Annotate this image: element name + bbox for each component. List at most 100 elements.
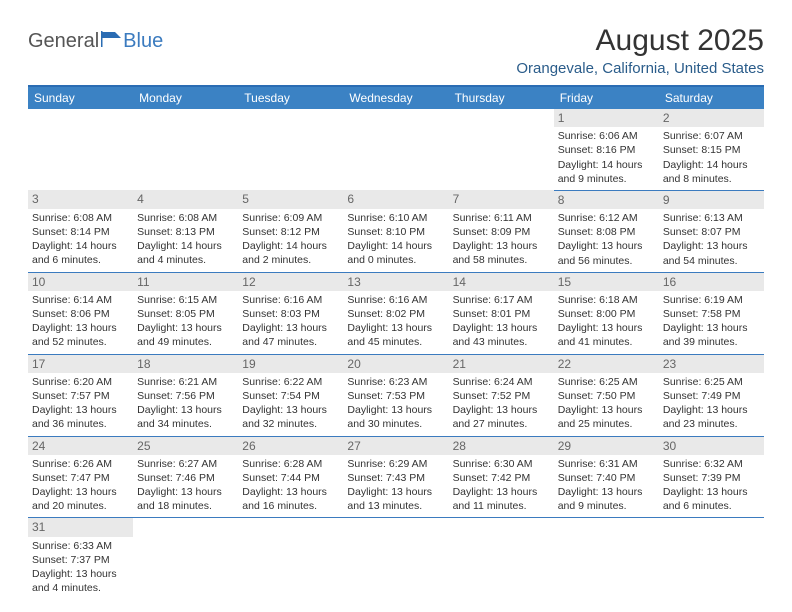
calendar-cell <box>343 109 448 190</box>
sunrise-line: Sunrise: 6:13 AM <box>663 211 760 225</box>
day-number: 31 <box>28 518 133 536</box>
sunset-line: Sunset: 7:52 PM <box>453 389 550 403</box>
sunrise-line: Sunrise: 6:12 AM <box>558 211 655 225</box>
sunset-line: Sunset: 7:47 PM <box>32 471 129 485</box>
day-header: Tuesday <box>238 86 343 109</box>
day-details: Sunrise: 6:26 AMSunset: 7:47 PMDaylight:… <box>28 457 133 514</box>
calendar-cell: 24Sunrise: 6:26 AMSunset: 7:47 PMDayligh… <box>28 436 133 518</box>
day-number: 6 <box>343 190 448 208</box>
calendar-cell <box>554 518 659 599</box>
calendar-cell: 16 Sunrise: 6:19 AMSunset: 7:58 PMDayligh… <box>659 272 764 354</box>
daylight-line: Daylight: 13 hours and 27 minutes. <box>453 403 550 431</box>
daylight-line: Daylight: 14 hours and 9 minutes. <box>558 158 655 186</box>
day-number: 3 <box>28 190 133 208</box>
sunset-line: Sunset: 8:07 PM <box>663 225 760 239</box>
calendar-week: 31Sunrise: 6:33 AMSunset: 7:37 PMDayligh… <box>28 518 764 599</box>
daylight-line: Daylight: 13 hours and 41 minutes. <box>558 321 655 349</box>
sunset-line: Sunset: 7:56 PM <box>137 389 234 403</box>
calendar-cell: 4 Sunrise: 6:08 AMSunset: 8:13 PMDaylight… <box>133 190 238 272</box>
daylight-line: Daylight: 14 hours and 0 minutes. <box>347 239 444 267</box>
day-details: Sunrise: 6:15 AMSunset: 8:05 PMDaylight:… <box>133 293 238 350</box>
sunrise-line: Sunrise: 6:16 AM <box>242 293 339 307</box>
day-number: 4 <box>133 190 238 208</box>
calendar-cell: 26Sunrise: 6:28 AMSunset: 7:44 PMDayligh… <box>238 436 343 518</box>
calendar-cell: 18 Sunrise: 6:21 AMSunset: 7:56 PMDayligh… <box>133 354 238 436</box>
day-number: 15 <box>554 273 659 291</box>
calendar-cell <box>449 109 554 190</box>
calendar-week: 1Sunrise: 6:06 AMSunset: 8:16 PMDaylight… <box>28 109 764 190</box>
sunrise-line: Sunrise: 6:33 AM <box>32 539 129 553</box>
day-details: Sunrise: 6:21 AMSunset: 7:56 PMDaylight:… <box>133 375 238 432</box>
sunset-line: Sunset: 8:15 PM <box>663 143 760 157</box>
day-number: 2 <box>659 109 764 127</box>
sunrise-line: Sunrise: 6:08 AM <box>32 211 129 225</box>
sunrise-line: Sunrise: 6:11 AM <box>453 211 550 225</box>
day-number: 23 <box>659 355 764 373</box>
calendar-cell: 8Sunrise: 6:12 AMSunset: 8:08 PMDaylight… <box>554 190 659 272</box>
day-details: Sunrise: 6:23 AMSunset: 7:53 PMDaylight:… <box>343 375 448 432</box>
day-details: Sunrise: 6:19 AMSunset: 7:58 PMDaylight:… <box>659 293 764 350</box>
calendar-cell: 21Sunrise: 6:24 AMSunset: 7:52 PMDayligh… <box>449 354 554 436</box>
calendar-cell <box>238 518 343 599</box>
day-details: Sunrise: 6:06 AMSunset: 8:16 PMDaylight:… <box>554 129 659 186</box>
title-block: August 2025 Orangevale, California, Unit… <box>516 24 764 77</box>
sunrise-line: Sunrise: 6:23 AM <box>347 375 444 389</box>
calendar-cell: 22Sunrise: 6:25 AMSunset: 7:50 PMDayligh… <box>554 354 659 436</box>
daylight-line: Daylight: 13 hours and 52 minutes. <box>32 321 129 349</box>
sunrise-line: Sunrise: 6:26 AM <box>32 457 129 471</box>
sunrise-line: Sunrise: 6:17 AM <box>453 293 550 307</box>
location: Orangevale, California, United States <box>516 60 764 77</box>
day-details: Sunrise: 6:13 AMSunset: 8:07 PMDaylight:… <box>659 211 764 268</box>
sunset-line: Sunset: 8:16 PM <box>558 143 655 157</box>
day-details: Sunrise: 6:32 AMSunset: 7:39 PMDaylight:… <box>659 457 764 514</box>
sunrise-line: Sunrise: 6:18 AM <box>558 293 655 307</box>
calendar-cell: 30Sunrise: 6:32 AMSunset: 7:39 PMDayligh… <box>659 436 764 518</box>
day-number: 14 <box>449 273 554 291</box>
calendar-cell: 28Sunrise: 6:30 AMSunset: 7:42 PMDayligh… <box>449 436 554 518</box>
daylight-line: Daylight: 13 hours and 18 minutes. <box>137 485 234 513</box>
calendar-cell: 9Sunrise: 6:13 AMSunset: 8:07 PMDaylight… <box>659 190 764 272</box>
day-details: Sunrise: 6:10 AMSunset: 8:10 PMDaylight:… <box>343 211 448 268</box>
day-details: Sunrise: 6:11 AMSunset: 8:09 PMDaylight:… <box>449 211 554 268</box>
sunrise-line: Sunrise: 6:14 AM <box>32 293 129 307</box>
daylight-line: Daylight: 13 hours and 30 minutes. <box>347 403 444 431</box>
daylight-line: Daylight: 13 hours and 9 minutes. <box>558 485 655 513</box>
day-details: Sunrise: 6:29 AMSunset: 7:43 PMDaylight:… <box>343 457 448 514</box>
sunset-line: Sunset: 8:06 PM <box>32 307 129 321</box>
sunset-line: Sunset: 8:12 PM <box>242 225 339 239</box>
calendar-cell: 7Sunrise: 6:11 AMSunset: 8:09 PMDaylight… <box>449 190 554 272</box>
day-details: Sunrise: 6:09 AMSunset: 8:12 PMDaylight:… <box>238 211 343 268</box>
day-details: Sunrise: 6:22 AMSunset: 7:54 PMDaylight:… <box>238 375 343 432</box>
day-details: Sunrise: 6:25 AMSunset: 7:50 PMDaylight:… <box>554 375 659 432</box>
calendar-table: Sunday Monday Tuesday Wednesday Thursday… <box>28 85 764 599</box>
calendar-week: 3Sunrise: 6:08 AMSunset: 8:14 PMDaylight… <box>28 190 764 272</box>
day-details: Sunrise: 6:08 AMSunset: 8:13 PMDaylight:… <box>133 211 238 268</box>
sunrise-line: Sunrise: 6:29 AM <box>347 457 444 471</box>
logo-text-blue: Blue <box>123 30 163 53</box>
day-number: 16 <box>659 273 764 291</box>
daylight-line: Daylight: 13 hours and 39 minutes. <box>663 321 760 349</box>
day-number: 18 <box>133 355 238 373</box>
sunrise-line: Sunrise: 6:25 AM <box>558 375 655 389</box>
day-number: 11 <box>133 273 238 291</box>
sunset-line: Sunset: 7:44 PM <box>242 471 339 485</box>
day-details: Sunrise: 6:12 AMSunset: 8:08 PMDaylight:… <box>554 211 659 268</box>
day-number: 29 <box>554 437 659 455</box>
sunset-line: Sunset: 8:13 PM <box>137 225 234 239</box>
calendar-cell <box>238 109 343 190</box>
sunset-line: Sunset: 8:09 PM <box>453 225 550 239</box>
calendar-cell: 6 Sunrise: 6:10 AMSunset: 8:10 PMDaylight… <box>343 190 448 272</box>
daylight-line: Daylight: 13 hours and 32 minutes. <box>242 403 339 431</box>
sunrise-line: Sunrise: 6:09 AM <box>242 211 339 225</box>
calendar-cell: 19Sunrise: 6:22 AMSunset: 7:54 PMDayligh… <box>238 354 343 436</box>
calendar-cell <box>659 518 764 599</box>
day-details: Sunrise: 6:07 AMSunset: 8:15 PMDaylight:… <box>659 129 764 186</box>
sunset-line: Sunset: 7:50 PM <box>558 389 655 403</box>
day-details: Sunrise: 6:24 AMSunset: 7:52 PMDaylight:… <box>449 375 554 432</box>
sunrise-line: Sunrise: 6:15 AM <box>137 293 234 307</box>
calendar-cell <box>343 518 448 599</box>
sunset-line: Sunset: 8:00 PM <box>558 307 655 321</box>
calendar-cell: 20Sunrise: 6:23 AMSunset: 7:53 PMDayligh… <box>343 354 448 436</box>
day-number: 25 <box>133 437 238 455</box>
logo: General Blue <box>28 30 163 53</box>
